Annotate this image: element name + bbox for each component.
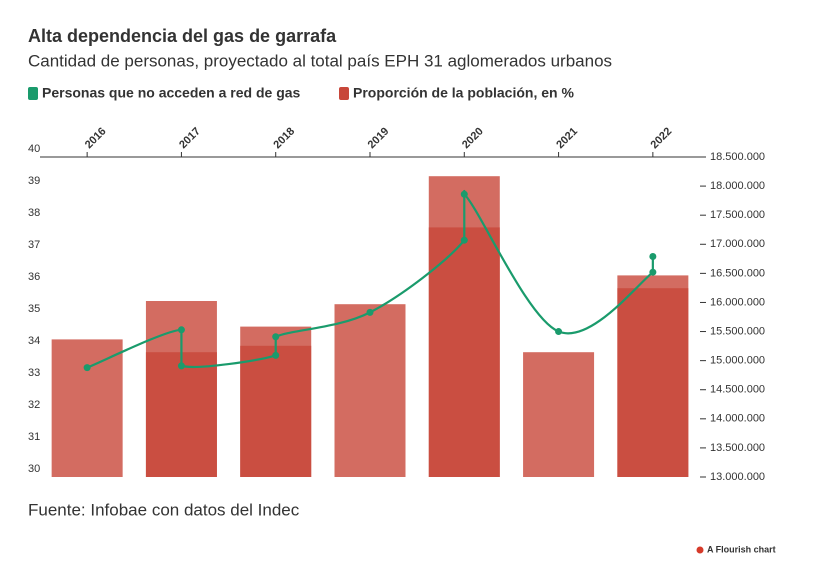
y2-tick-label: 18.500.000 [710, 151, 765, 163]
point [460, 190, 468, 198]
point [555, 328, 563, 336]
y-tick-label: 30 [28, 463, 40, 475]
y2-tick-label: 16.500.000 [710, 267, 765, 279]
y-tick-label: 38 [28, 207, 40, 219]
bar [523, 352, 595, 477]
point [272, 333, 280, 341]
legend-swatch [339, 87, 349, 100]
bar [240, 345, 312, 477]
y2-tick-label: 16.000.000 [710, 296, 765, 308]
y-tick-label: 31 [28, 431, 40, 443]
y-tick-label: 34 [28, 335, 40, 347]
y2-tick-label: 14.500.000 [710, 384, 765, 396]
x-tick-label: 2022 [649, 125, 675, 151]
y2-tick-label: 15.500.000 [710, 325, 765, 337]
line [86, 190, 654, 369]
x-tick-label: 2019 [366, 125, 392, 151]
legend-swatch [28, 87, 38, 100]
y-tick-label: 35 [28, 303, 40, 315]
credit: A Flourish chart [707, 544, 776, 554]
point [366, 308, 374, 316]
point [460, 236, 468, 244]
bar [145, 352, 217, 477]
y2-tick-label: 17.500.000 [710, 209, 765, 221]
x-tick-label: 2016 [83, 125, 109, 151]
y2-tick-label: 18.000.000 [710, 180, 765, 192]
y-tick-label: 37 [28, 239, 40, 251]
source: Fuente: Infobae con datos del Indec [28, 500, 300, 519]
y2-tick-label: 13.000.000 [710, 471, 765, 483]
x-tick-label: 2020 [460, 125, 486, 151]
point [177, 326, 185, 334]
x-tick-label: 2018 [271, 125, 297, 151]
x-tick-label: 2021 [554, 125, 580, 151]
y-tick-label: 33 [28, 367, 40, 379]
y2-tick-label: 13.500.000 [710, 442, 765, 454]
y-tick-label: 40 [28, 143, 40, 155]
point [649, 268, 657, 276]
point [272, 351, 280, 359]
y2-tick-label: 14.000.000 [710, 413, 765, 425]
chart-subtitle: Cantidad de personas, proyectado al tota… [28, 51, 612, 70]
bar [334, 304, 406, 477]
y-tick-label: 39 [28, 175, 40, 187]
point [177, 362, 185, 370]
point [83, 364, 91, 372]
chart-title: Alta dependencia del gas de garrafa [28, 26, 337, 46]
point [649, 252, 657, 260]
credit-icon [696, 546, 704, 554]
y2-tick-label: 15.000.000 [710, 355, 765, 367]
bar [617, 288, 689, 477]
y-tick-label: 32 [28, 399, 40, 411]
legend-label: Proporción de la población, en % [353, 85, 574, 101]
x-tick-label: 2017 [177, 125, 203, 151]
legend-label: Personas que no acceden a red de gas [42, 85, 301, 101]
bar [51, 339, 123, 477]
bar [428, 227, 500, 477]
y2-tick-label: 17.000.000 [710, 238, 765, 250]
y-tick-label: 36 [28, 271, 40, 283]
